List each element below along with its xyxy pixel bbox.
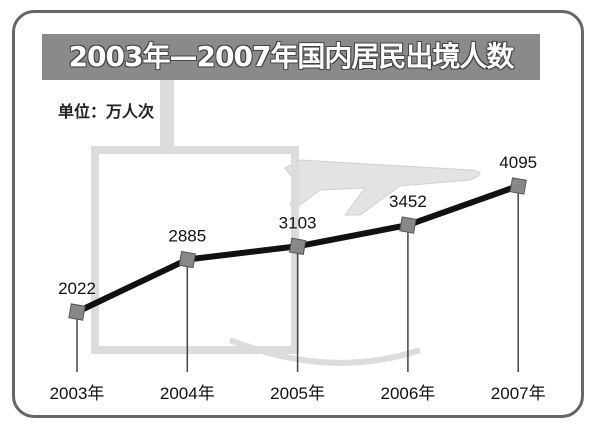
data-point xyxy=(399,216,417,234)
background-decoration xyxy=(91,80,481,366)
unit-label: 单位：万人次 xyxy=(58,102,155,121)
chart-title: 2003年—2007年国内居民出境人数 xyxy=(42,34,540,80)
x-tick-label: 2004年 xyxy=(160,384,215,403)
chart-frame xyxy=(12,10,584,418)
data-label: 3452 xyxy=(389,192,427,211)
data-point xyxy=(178,250,196,269)
data-label: 2022 xyxy=(58,279,96,298)
x-tick-label: 2003年 xyxy=(50,384,105,403)
data-label: 2885 xyxy=(168,227,206,246)
x-tick-label: 2006年 xyxy=(380,384,435,403)
data-label: 4095 xyxy=(499,153,537,172)
x-tick-label: 2007年 xyxy=(491,384,546,403)
data-point xyxy=(68,303,86,321)
x-tick-label: 2005年 xyxy=(270,384,325,403)
data-point xyxy=(288,237,307,255)
data-label: 3103 xyxy=(279,213,317,232)
data-point xyxy=(509,177,527,195)
